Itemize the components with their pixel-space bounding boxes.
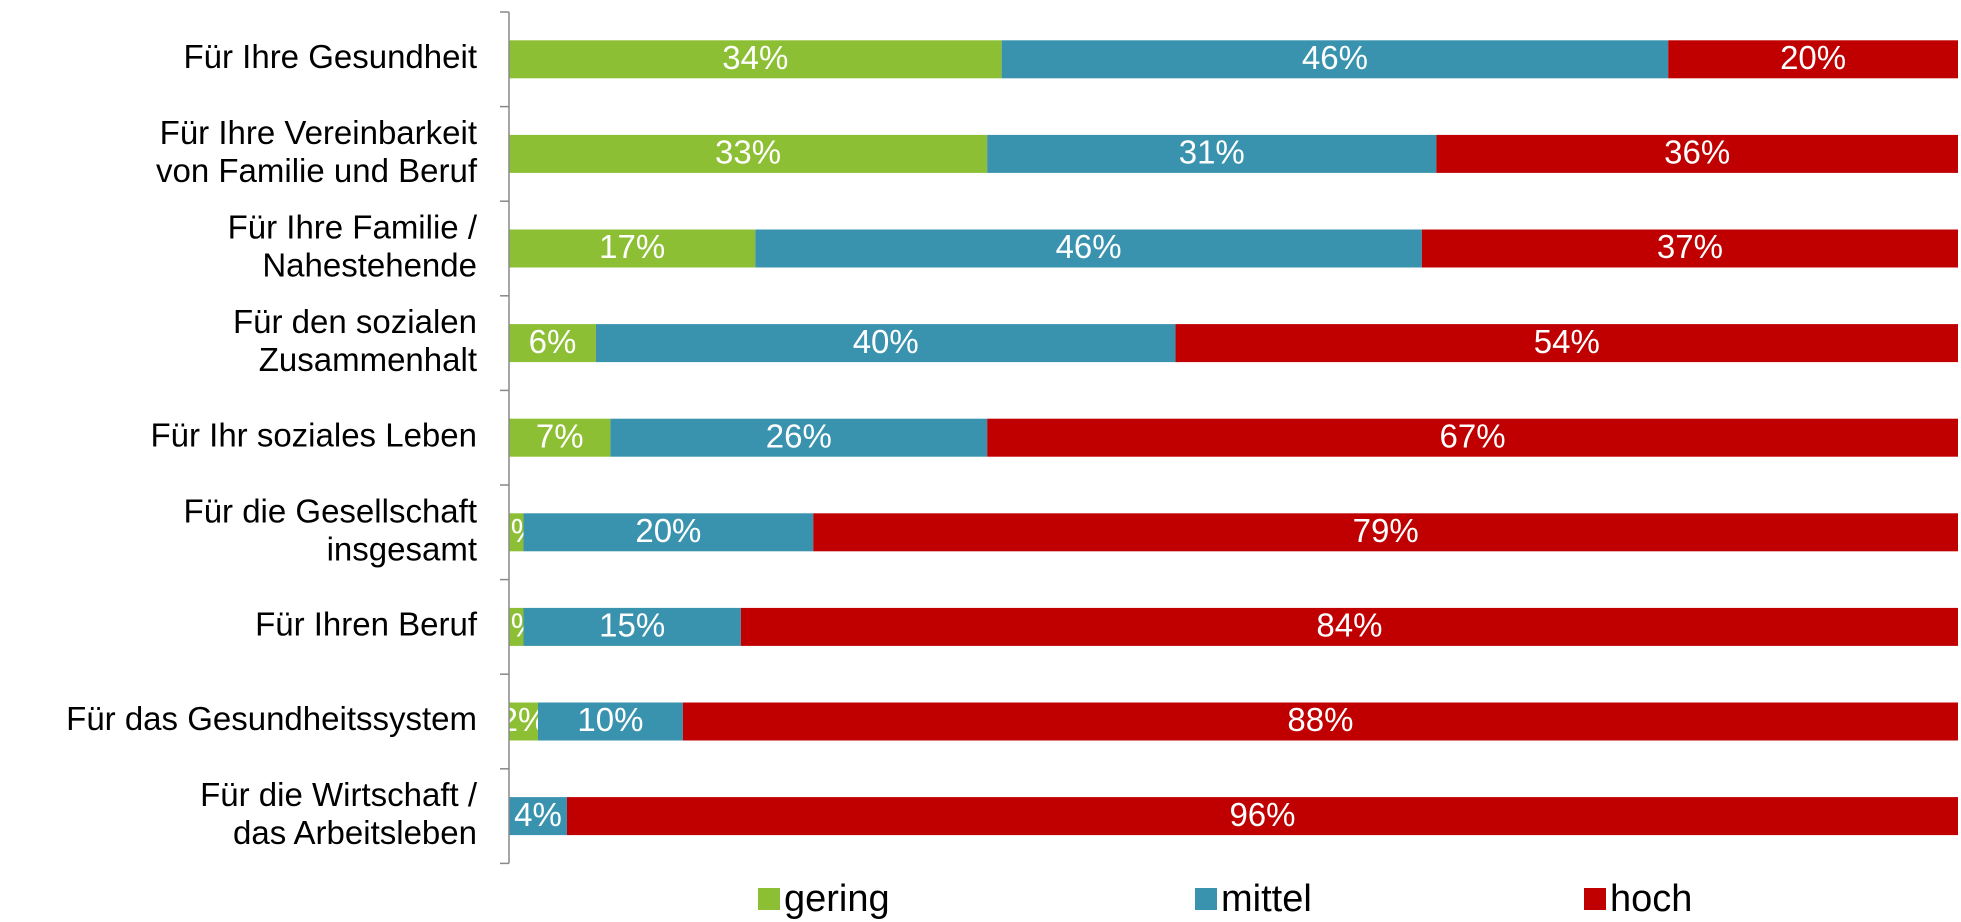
legend-label: hoch: [1610, 878, 1692, 920]
value-label: 4%: [514, 796, 562, 833]
bar-segment: [682, 702, 1958, 741]
bar-segment: [1668, 40, 1958, 79]
bar-segment: [509, 40, 1002, 79]
legend-swatch: [758, 888, 780, 910]
y-tick-label: Für das Gesundheitssystem: [66, 700, 477, 737]
legend-label: mittel: [1221, 878, 1312, 920]
bar-segment: [509, 418, 611, 457]
value-label: 26%: [766, 417, 832, 454]
value-label: 84%: [1316, 607, 1382, 644]
plot-area: 34% 46% 20% 33% 31% 36% 17% 46% 37% 6% 40% 54% 7% 26%…: [509, 39, 1959, 836]
value-label: 6%: [529, 323, 577, 360]
value-label: 34%: [722, 39, 788, 76]
value-label: 88%: [1287, 701, 1353, 738]
bar-segment: [1001, 40, 1669, 79]
bar-segment: [509, 513, 524, 552]
value-label: 79%: [1353, 512, 1419, 549]
value-label: 54%: [1534, 323, 1600, 360]
bar-segment: [509, 324, 596, 363]
y-tick-label: Für Ihre Gesundheit: [184, 38, 478, 75]
value-label: 7%: [536, 417, 584, 454]
bar-segment: [537, 702, 683, 741]
value-label: 40%: [853, 323, 919, 360]
bar-segment: [987, 134, 1437, 173]
bar-segment: [740, 607, 1958, 646]
value-label: 17%: [599, 228, 665, 265]
value-label: 15%: [599, 607, 665, 644]
value-label: 36%: [1664, 134, 1730, 171]
legend-swatch: [1195, 888, 1217, 910]
bar-segment: [1421, 229, 1958, 268]
bar-segment: [566, 797, 1959, 836]
y-tick-label: Für Ihre Vereinbarkeit von Familie und Be…: [156, 114, 478, 189]
value-label: 96%: [1229, 796, 1295, 833]
bar-segment: [1436, 134, 1958, 173]
bar-segment: [813, 513, 1958, 552]
bar-segment: [509, 797, 567, 836]
value-label: 33%: [715, 134, 781, 171]
value-label: 46%: [1302, 39, 1368, 76]
bar-segment: [509, 607, 524, 646]
y-tick-label: Für die Gesellschaft insgesamt: [184, 492, 477, 567]
bar-segment: [509, 229, 756, 268]
bar-segment: [987, 418, 1958, 457]
bar-segment: [509, 134, 988, 173]
bar-segment: [509, 702, 538, 741]
y-tick-label: Für den sozialen Zusammenhalt: [233, 303, 477, 378]
bar-segment: [523, 607, 741, 646]
y-tick-label: Für Ihren Beruf: [255, 606, 478, 643]
value-label: 37%: [1657, 228, 1723, 265]
bar-segment: [595, 324, 1176, 363]
value-label: 10%: [577, 701, 643, 738]
bar-segment: [755, 229, 1422, 268]
bar-segment: [610, 418, 988, 457]
y-tick-label: Für die Wirtschaft / das Arbeitsleben: [200, 776, 478, 851]
legend-label: gering: [784, 878, 890, 920]
bar-segment: [1175, 324, 1958, 363]
value-label: 67%: [1440, 417, 1506, 454]
y-tick-label: Für Ihr soziales Leben: [150, 416, 477, 453]
legend-swatch: [1584, 888, 1606, 910]
bar-segment: [523, 513, 814, 552]
value-label: 20%: [635, 512, 701, 549]
value-label: 20%: [1780, 39, 1846, 76]
y-tick-label: Für Ihre Familie / Nahestehende: [228, 208, 478, 283]
value-label: 46%: [1056, 228, 1122, 265]
value-label: 31%: [1179, 134, 1245, 171]
